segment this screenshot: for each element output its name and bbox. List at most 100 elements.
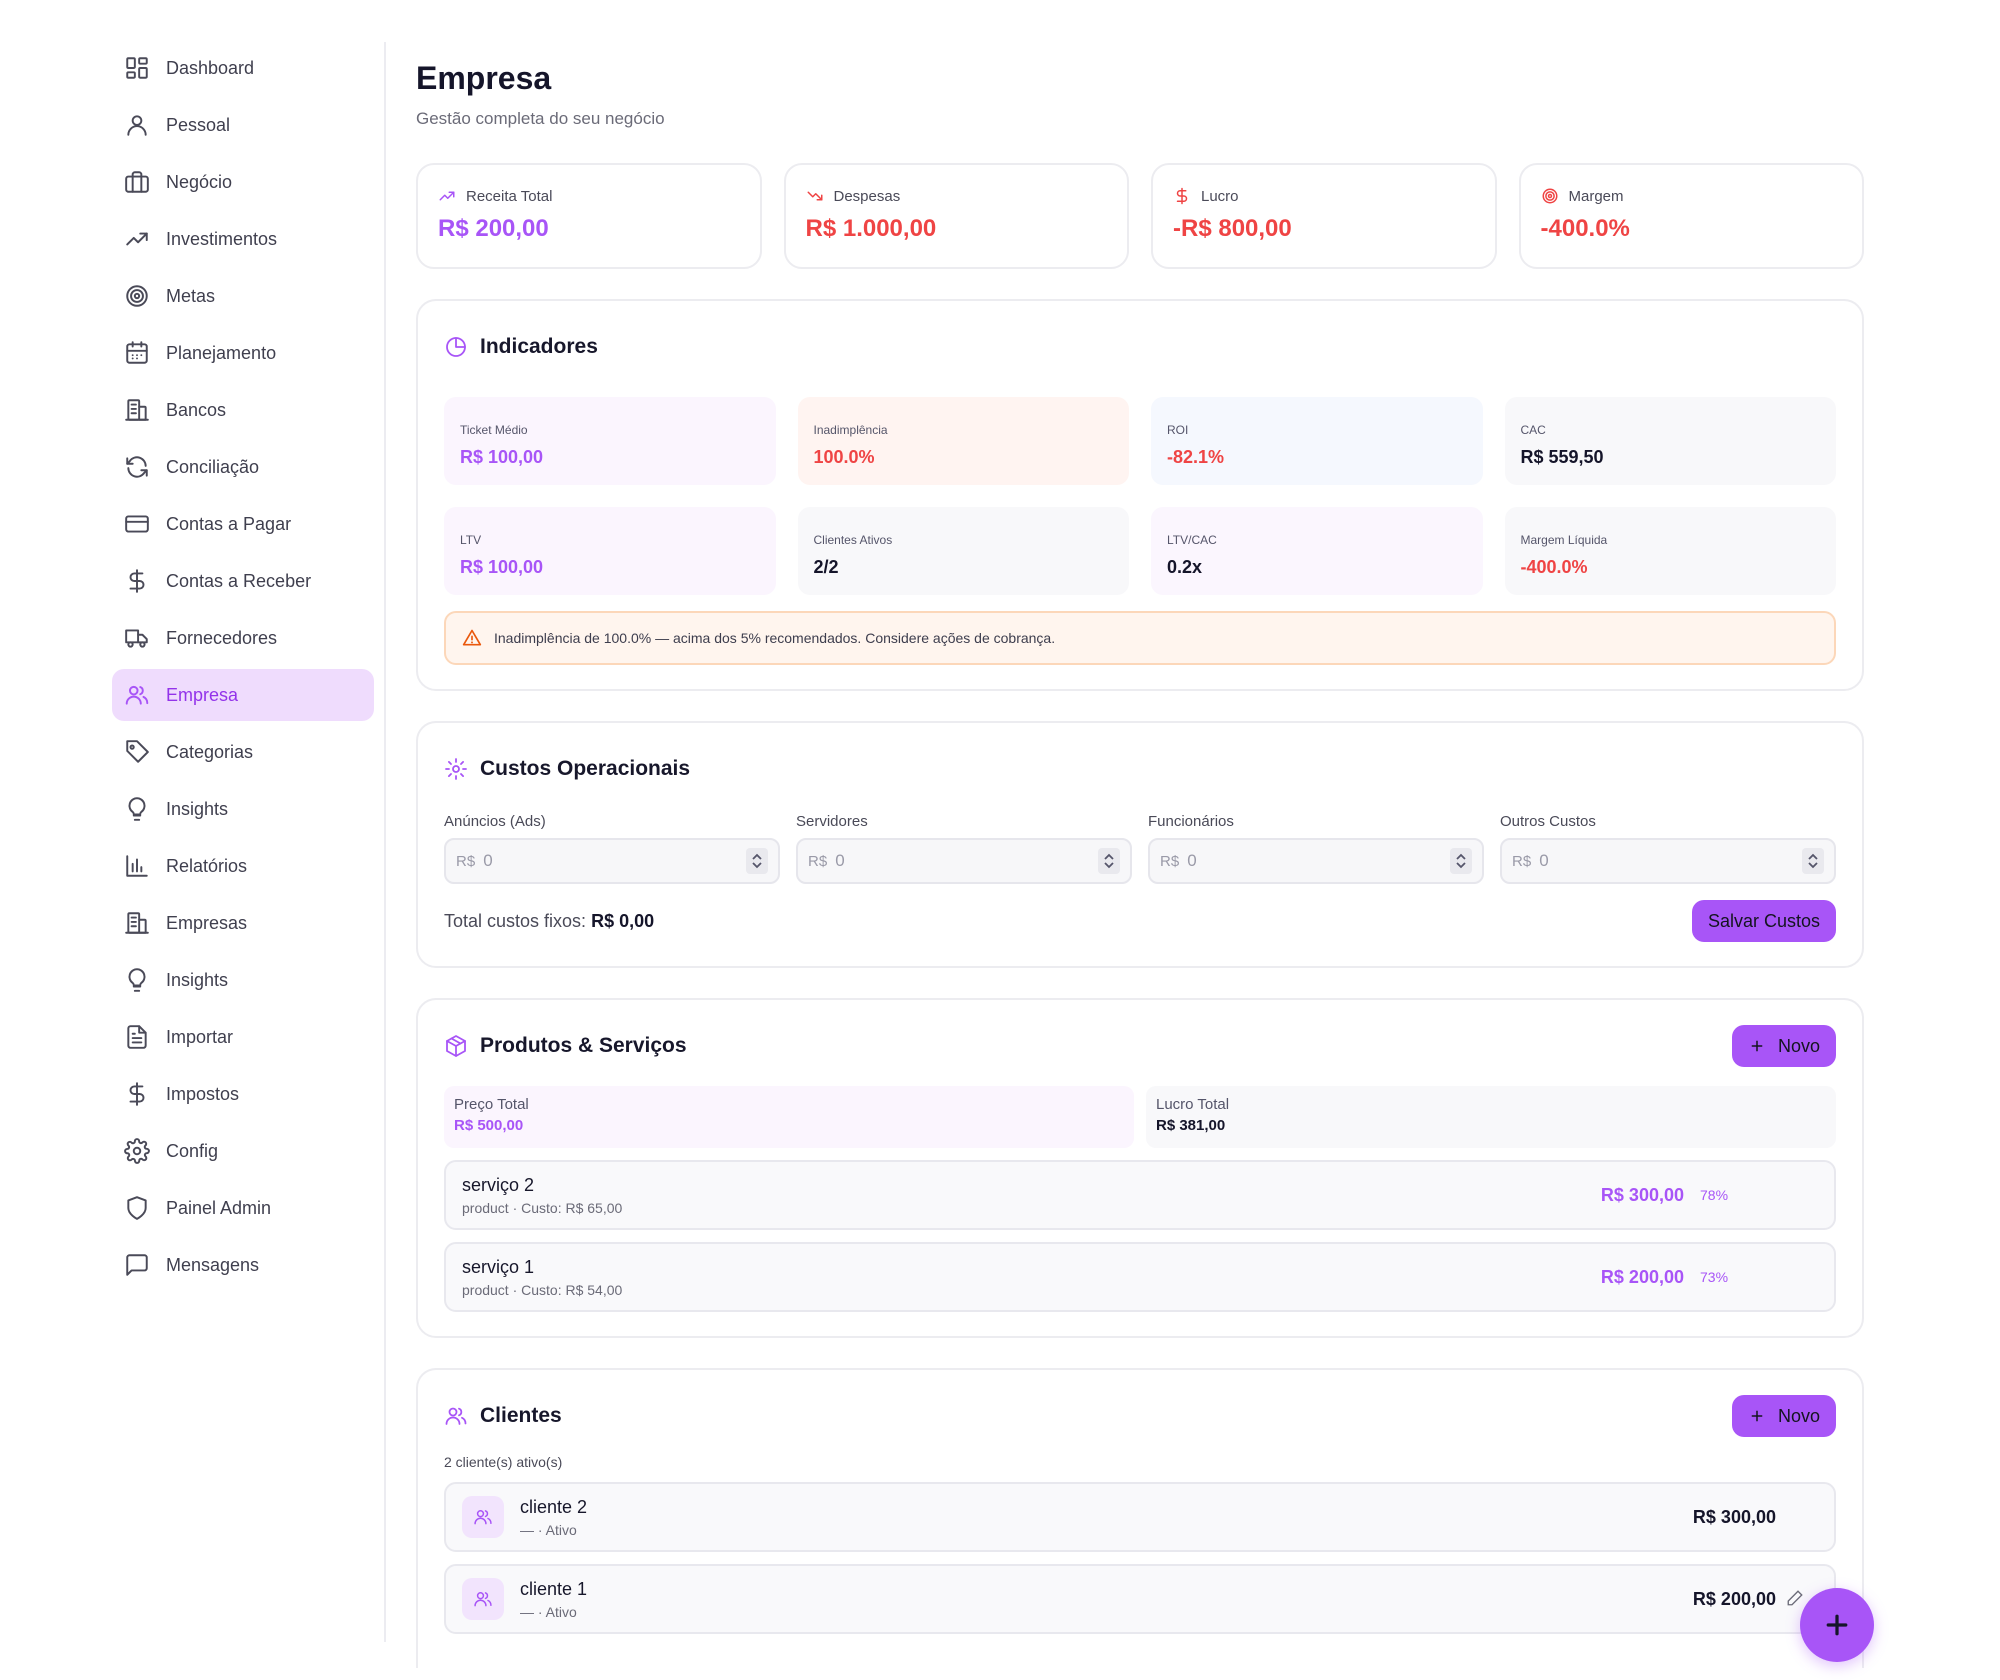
product-info: serviço 2 product · Custo: R$ 65,00	[462, 1175, 1601, 1216]
stepper-icon[interactable]	[1098, 848, 1120, 874]
cost-input-value: 0	[1187, 851, 1197, 870]
sidebar-item-impostos[interactable]: Impostos	[112, 1068, 374, 1120]
shield-icon	[122, 1193, 152, 1223]
sidebar-item-config[interactable]: Config	[112, 1125, 374, 1177]
sidebar-item-fornecedores[interactable]: Fornecedores	[112, 612, 374, 664]
stepper-icon[interactable]	[1802, 848, 1824, 874]
cost-label: Outros Custos	[1500, 813, 1596, 830]
gear-icon	[445, 758, 467, 780]
kpi-label-text: Despesas	[833, 187, 901, 205]
client-row[interactable]: cliente 2 — · Ativo R$ 300,00	[444, 1482, 1836, 1552]
sidebar-item-metas[interactable]: Metas	[112, 270, 374, 322]
cost-input[interactable]: R$ 0	[444, 838, 780, 884]
lightbulb-icon	[122, 965, 152, 995]
sidebar-item-insights[interactable]: Insights	[112, 954, 374, 1006]
produtos-card: Produtos & Serviços Novo Preço Total R$ …	[416, 998, 1864, 1338]
trending-down-icon	[807, 191, 822, 201]
users-icon	[462, 1496, 504, 1538]
sidebar-item-label: Mensagens	[166, 1254, 260, 1275]
new-client-label: Novo	[1777, 1405, 1820, 1426]
sidebar-item-label: Pessoal	[166, 114, 231, 135]
sidebar-item-empresa[interactable]: Empresa	[112, 669, 374, 721]
floating-add-button[interactable]	[1800, 1588, 1874, 1662]
product-row[interactable]: serviço 1 product · Custo: R$ 54,00 R$ 200…	[444, 1242, 1836, 1312]
warning-icon	[462, 629, 482, 646]
clientes-count: 2 cliente(s) ativo(s)	[444, 1454, 563, 1470]
kpi-label-text: Lucro	[1201, 187, 1239, 205]
indicator-label: Ticket Médio	[460, 423, 528, 437]
cost-input[interactable]: R$ 0	[796, 838, 1132, 884]
edit-icon[interactable]	[1786, 1589, 1806, 1609]
lucro-total-value: R$ 381,00	[1156, 1117, 1226, 1134]
indicator-value: -400.0%	[1520, 557, 1588, 577]
dollar-icon	[122, 566, 152, 596]
sidebar-item-negocio[interactable]: Negócio	[112, 156, 374, 208]
produtos-totals: Preço Total R$ 500,00 Lucro Total R$ 381…	[444, 1086, 1836, 1148]
stepper-icon[interactable]	[1450, 848, 1472, 874]
indicadores-title-text: Indicadores	[480, 335, 598, 358]
total-custos-label: Total custos fixos:	[444, 910, 587, 931]
users-icon	[445, 1407, 467, 1425]
indicator-tile: LTV R$ 100,00	[444, 507, 776, 595]
sidebar-item-label: Relatórios	[166, 855, 248, 876]
plus-icon	[1751, 1040, 1763, 1052]
client-name: cliente 2	[520, 1496, 588, 1517]
sidebar-item-empresas[interactable]: Empresas	[112, 897, 374, 949]
indicator-tile: ROI -82.1%	[1151, 397, 1483, 485]
cost-field: Outros Custos R$ 0	[1500, 813, 1836, 884]
sidebar-item-pessoal[interactable]: Pessoal	[112, 99, 374, 151]
product-margin: 78%	[1700, 1187, 1729, 1203]
new-client-button[interactable]: Novo	[1731, 1395, 1836, 1437]
indicadores-title: Indicadores	[444, 335, 598, 359]
cost-input[interactable]: R$ 0	[1148, 838, 1484, 884]
produtos-title: Produtos & Serviços	[444, 1034, 687, 1058]
sidebar-item-label: Conciliação	[166, 456, 260, 477]
produtos-header: Produtos & Serviços Novo	[444, 1025, 1836, 1067]
stepper-icon[interactable]	[746, 848, 768, 874]
sidebar-item-mensagens[interactable]: Mensagens	[112, 1239, 374, 1291]
indicator-tile: Ticket Médio R$ 100,00	[444, 397, 776, 485]
sidebar-item-relatorios[interactable]: Relatórios	[112, 840, 374, 892]
custos-title-text: Custos Operacionais	[480, 757, 691, 780]
client-info: cliente 2 — · Ativo	[520, 1497, 1693, 1538]
sidebar-item-conciliacao[interactable]: Conciliação	[112, 441, 374, 493]
sidebar-item-contas-a-pagar[interactable]: Contas a Pagar	[112, 498, 374, 550]
product-price: R$ 300,00	[1600, 1184, 1684, 1205]
file-icon	[122, 1022, 152, 1052]
sidebar-item-bancos[interactable]: Bancos	[112, 384, 374, 436]
bar-chart-icon	[122, 851, 152, 881]
product-price: R$ 200,00	[1600, 1266, 1684, 1287]
trending-up-icon	[122, 224, 152, 254]
indicator-tile: Margem Líquida -400.0%	[1504, 507, 1836, 595]
cost-label: Servidores	[796, 813, 868, 830]
sidebar-item-categorias[interactable]: Categorias	[112, 726, 374, 778]
briefcase-icon	[122, 167, 152, 197]
sidebar-item-dashboard[interactable]: Dashboard	[112, 42, 374, 94]
kpi-value: -R$ 800,00	[1173, 215, 1292, 242]
sidebar-item-insights[interactable]: Insights	[112, 783, 374, 835]
indicator-value: R$ 100,00	[460, 447, 544, 467]
client-row[interactable]: cliente 1 — · Ativo R$ 200,00	[444, 1564, 1836, 1634]
sidebar-item-investimentos[interactable]: Investimentos	[112, 213, 374, 265]
sidebar-divider	[384, 42, 386, 1642]
sidebar-item-label: Negócio	[166, 171, 233, 192]
dashboard-icon	[122, 53, 152, 83]
message-icon	[122, 1250, 152, 1280]
sidebar-item-importar[interactable]: Importar	[112, 1011, 374, 1063]
product-sub: product · Custo: R$ 54,00	[462, 1281, 623, 1298]
preco-total-label: Preço Total	[454, 1096, 529, 1113]
new-product-button[interactable]: Novo	[1731, 1025, 1836, 1067]
sidebar-item-label: Investimentos	[166, 228, 278, 249]
cost-input[interactable]: R$ 0	[1500, 838, 1836, 884]
indicator-tile: LTV/CAC 0.2x	[1151, 507, 1483, 595]
custos-header: Custos Operacionais	[444, 749, 1836, 789]
indicator-label: ROI	[1167, 423, 1189, 437]
save-costs-button[interactable]: Salvar Custos	[1691, 900, 1836, 942]
sidebar-item-painel-admin[interactable]: Painel Admin	[112, 1182, 374, 1234]
pie-chart-icon	[446, 337, 466, 357]
indicator-value: 100.0%	[813, 447, 875, 467]
sidebar-item-planejamento[interactable]: Planejamento	[112, 327, 374, 379]
product-row[interactable]: serviço 2 product · Custo: R$ 65,00 R$ 300…	[444, 1160, 1836, 1230]
sidebar-item-contas-a-receber[interactable]: Contas a Receber	[112, 555, 374, 607]
building-icon	[122, 908, 152, 938]
